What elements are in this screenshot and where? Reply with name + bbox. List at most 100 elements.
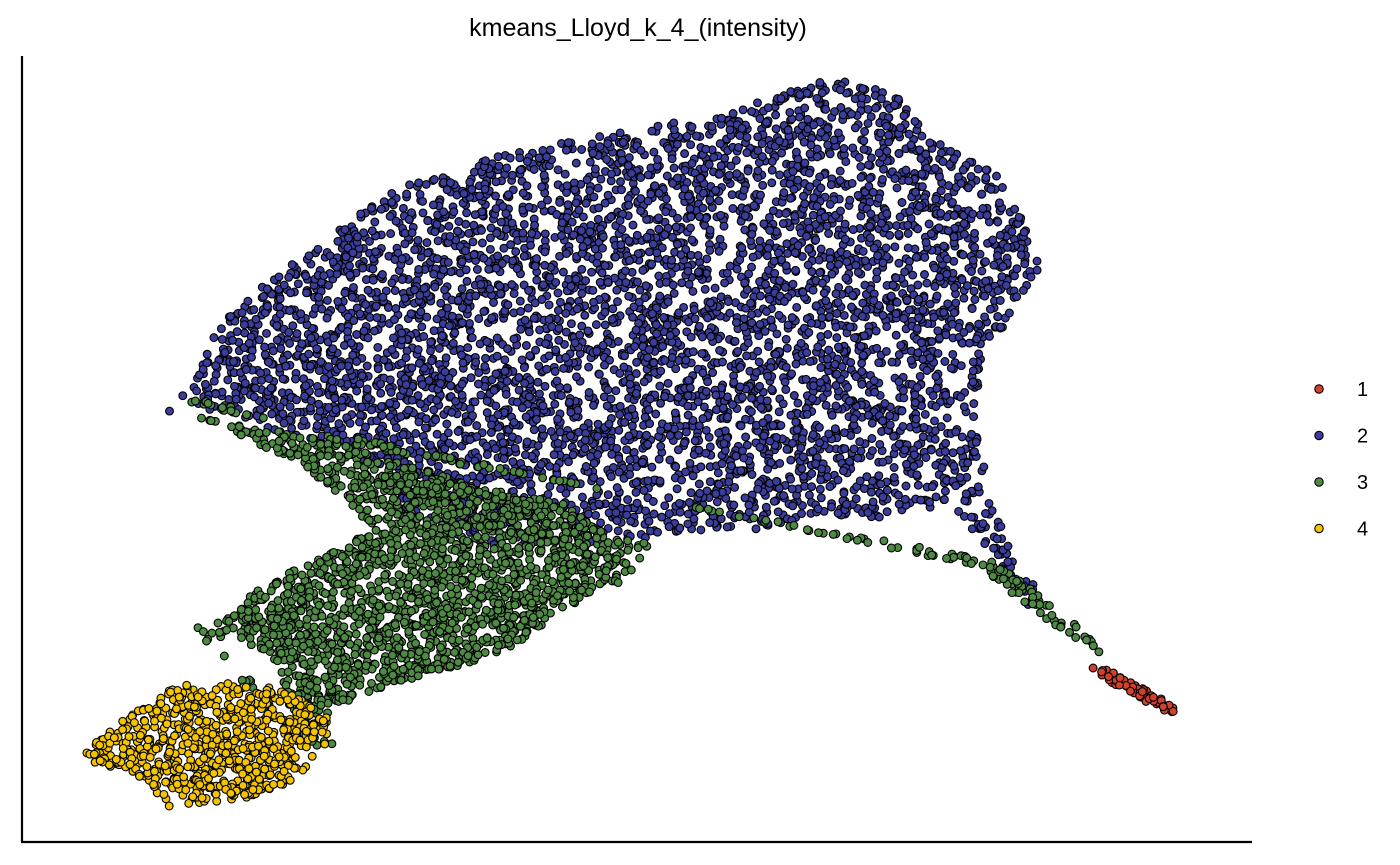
- point-cluster-2: [631, 487, 641, 497]
- point-cluster-2: [781, 334, 791, 344]
- point-cluster-2: [423, 216, 433, 226]
- point-cluster-2: [781, 362, 791, 372]
- point-cluster-2: [762, 307, 771, 316]
- point-cluster-2: [774, 407, 784, 417]
- point-cluster-2: [521, 341, 531, 350]
- point-cluster-2: [708, 368, 718, 378]
- point-cluster-2: [278, 374, 288, 384]
- point-cluster-2: [431, 415, 441, 425]
- point-cluster-2: [769, 496, 779, 506]
- point-cluster-2: [457, 318, 467, 328]
- point-cluster-2: [747, 229, 757, 239]
- point-cluster-2: [814, 422, 824, 432]
- point-cluster-2: [1020, 259, 1030, 269]
- point-cluster-2: [260, 342, 270, 352]
- point-cluster-2: [714, 479, 724, 489]
- point-cluster-2: [349, 282, 358, 292]
- point-cluster-2: [662, 320, 672, 330]
- point-cluster-2: [650, 181, 660, 191]
- point-cluster-2: [804, 490, 814, 500]
- point-cluster-2: [848, 225, 858, 235]
- point-cluster-2: [873, 251, 883, 261]
- point-cluster-2: [647, 309, 657, 319]
- point-cluster-2: [903, 220, 913, 230]
- point-cluster-2: [522, 437, 532, 447]
- point-cluster-2: [792, 425, 802, 435]
- point-cluster-2: [1032, 265, 1042, 275]
- point-cluster-2: [616, 240, 626, 250]
- point-cluster-2: [731, 318, 741, 328]
- point-cluster-2: [992, 251, 1002, 261]
- point-cluster-2: [920, 252, 930, 262]
- point-cluster-2: [744, 500, 754, 510]
- point-cluster-2: [267, 409, 277, 419]
- point-cluster-2: [786, 410, 796, 420]
- point-cluster-2: [667, 255, 677, 265]
- point-cluster-2: [774, 136, 784, 146]
- point-cluster-2: [865, 233, 875, 243]
- point-cluster-2: [585, 227, 595, 237]
- point-cluster-2: [555, 297, 565, 307]
- point-cluster-2: [344, 233, 353, 243]
- point-cluster-2: [461, 265, 471, 275]
- point-cluster-2: [754, 357, 764, 367]
- point-cluster-2: [562, 383, 572, 393]
- point-cluster-2: [956, 446, 966, 456]
- point-cluster-2: [607, 449, 617, 459]
- point-cluster-2: [327, 376, 337, 386]
- point-cluster-2: [312, 421, 322, 430]
- point-cluster-2: [740, 493, 750, 503]
- point-cluster-2: [791, 265, 800, 275]
- point-cluster-2: [240, 378, 250, 388]
- point-cluster-2: [521, 412, 531, 422]
- point-cluster-2: [397, 254, 407, 264]
- point-cluster-2: [951, 427, 961, 437]
- point-cluster-2: [439, 265, 449, 275]
- point-cluster-2: [600, 360, 609, 370]
- point-cluster-2: [535, 389, 544, 399]
- point-cluster-2: [550, 399, 560, 409]
- point-cluster-2: [424, 376, 434, 385]
- point-cluster-2: [334, 419, 344, 429]
- point-cluster-2: [913, 480, 923, 490]
- point-cluster-2: [949, 461, 959, 471]
- point-cluster-2: [911, 187, 920, 197]
- point-cluster-2: [652, 248, 662, 258]
- point-cluster-2: [443, 428, 453, 438]
- point-cluster-2: [959, 293, 969, 303]
- point-cluster-2: [457, 390, 467, 400]
- point-cluster-2: [432, 220, 442, 229]
- point-cluster-2: [1003, 557, 1013, 567]
- point-cluster-2: [493, 152, 503, 162]
- point-cluster-2: [738, 105, 748, 115]
- point-cluster-2: [948, 448, 958, 458]
- point-cluster-2: [816, 493, 826, 503]
- point-cluster-2: [593, 431, 603, 441]
- point-cluster-2: [474, 314, 484, 324]
- point-cluster-2: [783, 125, 793, 135]
- point-cluster-2: [202, 349, 212, 359]
- point-cluster-2: [522, 181, 532, 191]
- point-cluster-2: [447, 311, 457, 321]
- point-cluster-2: [764, 342, 773, 352]
- point-cluster-2: [419, 332, 429, 341]
- point-cluster-2: [603, 190, 613, 200]
- point-cluster-2: [385, 211, 395, 221]
- point-cluster-2: [803, 114, 813, 124]
- point-cluster-2: [645, 526, 655, 536]
- point-cluster-2: [453, 427, 463, 436]
- point-cluster-2: [553, 438, 563, 448]
- point-cluster-2: [446, 381, 456, 391]
- point-cluster-2: [580, 310, 590, 320]
- point-cluster-2: [716, 210, 726, 220]
- point-cluster-2: [940, 447, 950, 457]
- point-cluster-2: [874, 148, 884, 158]
- point-cluster-2: [673, 392, 683, 402]
- point-cluster-2: [946, 146, 956, 156]
- point-cluster-2: [560, 169, 570, 179]
- point-cluster-2: [684, 498, 694, 507]
- point-cluster-2: [512, 264, 522, 273]
- point-cluster-2: [505, 153, 515, 163]
- point-cluster-2: [482, 450, 492, 460]
- point-cluster-2: [556, 484, 566, 494]
